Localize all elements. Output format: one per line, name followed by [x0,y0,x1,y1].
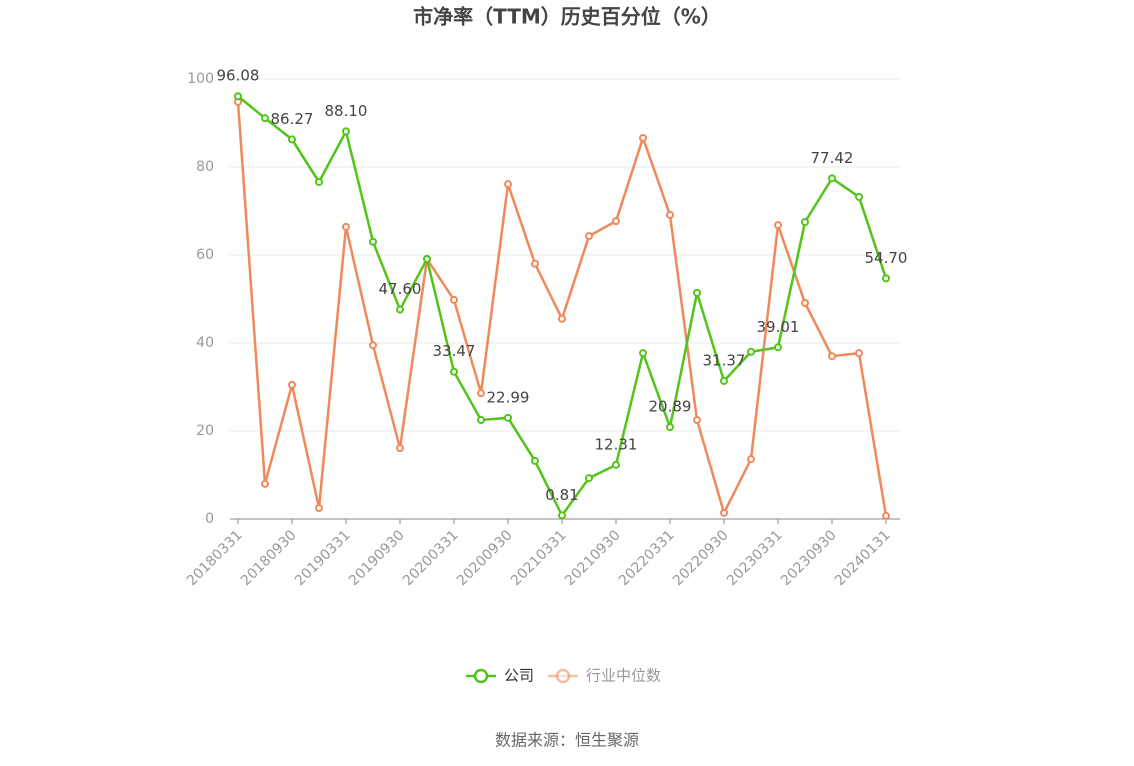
x-tick-label: 20220930 [670,527,732,589]
legend-marker [555,668,571,684]
data-point [558,511,566,520]
data-point [504,413,512,422]
y-tick-label: 0 [205,511,214,527]
data-point [531,259,539,268]
x-tick-label: 20180930 [238,527,300,589]
x-tick-label: 20190930 [346,527,408,589]
data-point [774,221,782,230]
data-point [801,298,809,307]
data-label: 12.31 [595,435,638,453]
data-point [693,288,701,297]
data-point [801,218,809,226]
data-point [747,455,755,464]
data-point [342,222,350,231]
x-tick-label: 20240131 [832,527,894,589]
data-label: 88.10 [325,102,368,120]
data-point [882,274,890,283]
data-point [585,232,593,241]
data-point [396,444,404,453]
y-tick-label: 60 [196,247,214,263]
data-label: 54.70 [865,249,908,267]
data-point [612,460,620,469]
data-point [882,511,890,520]
series-line [237,95,888,518]
data-point [828,174,836,183]
data-point [585,474,593,483]
data-label: 96.08 [217,67,260,85]
data-label: 33.47 [433,342,476,360]
data-point [342,127,350,136]
data-point [720,508,728,517]
legend-marker [473,668,489,684]
data-point [396,305,404,314]
data-point [828,352,836,361]
data-point [315,177,323,186]
data-point [693,416,701,424]
x-tick-label: 20230930 [778,527,840,589]
y-tick-label: 80 [196,159,214,175]
data-point [450,367,458,376]
data-point [288,380,296,389]
y-tick-label: 20 [196,423,214,439]
x-tick-label: 20210930 [562,527,624,589]
data-label: 31.37 [703,351,746,369]
x-tick-label: 20230331 [724,527,786,589]
data-point [666,210,674,219]
source-note: 数据来源：恒生聚源 [495,731,639,750]
data-point [288,135,296,144]
x-tick-label: 20180331 [184,527,246,589]
legend-label: 行业中位数 [586,667,661,685]
data-label: 0.81 [545,486,578,504]
data-point [747,347,755,356]
x-tick-label: 20200331 [400,527,462,589]
legend-label: 公司 [504,667,534,685]
y-tick-label: 100 [187,71,214,87]
data-point [423,254,431,263]
data-label: 86.27 [271,110,314,128]
data-point [558,314,566,323]
series-line [236,101,888,517]
data-point [261,114,269,123]
x-tick-label: 20220331 [616,527,678,589]
data-label: 39.01 [757,318,800,336]
x-tick-label: 20200930 [454,527,516,589]
data-point [369,237,377,246]
data-point [234,92,242,101]
data-label: 20.89 [649,398,692,416]
data-point [369,341,377,350]
data-point [477,416,485,424]
data-point [639,349,647,358]
data-point [504,180,512,189]
x-tick-label: 20210331 [508,527,570,589]
y-tick-label: 40 [196,335,214,351]
data-point [666,423,674,432]
data-point [774,343,782,352]
data-point [855,349,863,358]
data-label: 47.60 [379,280,422,298]
data-point [855,192,863,201]
data-point [720,376,728,385]
data-point [531,456,539,465]
data-label: 22.99 [487,388,530,406]
data-point [450,295,458,304]
x-tick-label: 20190331 [292,527,354,589]
data-point [261,479,269,488]
data-point [315,504,323,512]
data-point [477,389,485,398]
data-point [639,133,647,142]
chart-title: 市净率（TTM）历史百分位（%） [413,5,721,29]
data-label: 77.42 [811,149,854,167]
data-point [612,217,620,226]
